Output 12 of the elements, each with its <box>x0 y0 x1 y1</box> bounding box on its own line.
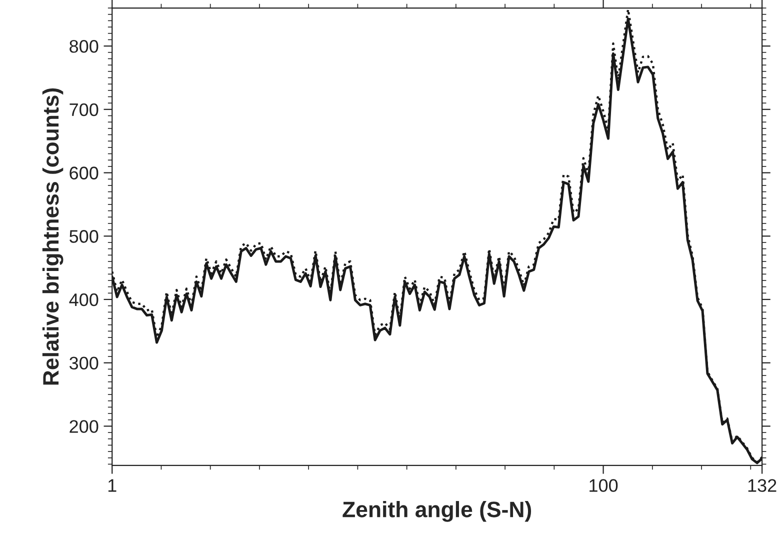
y-tick-label: 800 <box>70 40 98 53</box>
y-tick-label: 200 <box>70 420 98 433</box>
y-tick-label: 700 <box>70 103 98 116</box>
x-tick-label: 132 <box>748 479 776 492</box>
y-tick-label: 300 <box>69 356 98 370</box>
y-tick-label: 400 <box>69 293 98 306</box>
x-axis-title: Zenith angle (S-N) <box>342 501 532 522</box>
y-axis-title: Relative brightness (counts) <box>42 88 64 385</box>
y-tick-label: 600 <box>70 166 98 180</box>
x-tick-label: 1 <box>108 479 116 492</box>
x-tick-label: 100 <box>590 479 618 492</box>
y-tick-label: 500 <box>70 230 98 243</box>
